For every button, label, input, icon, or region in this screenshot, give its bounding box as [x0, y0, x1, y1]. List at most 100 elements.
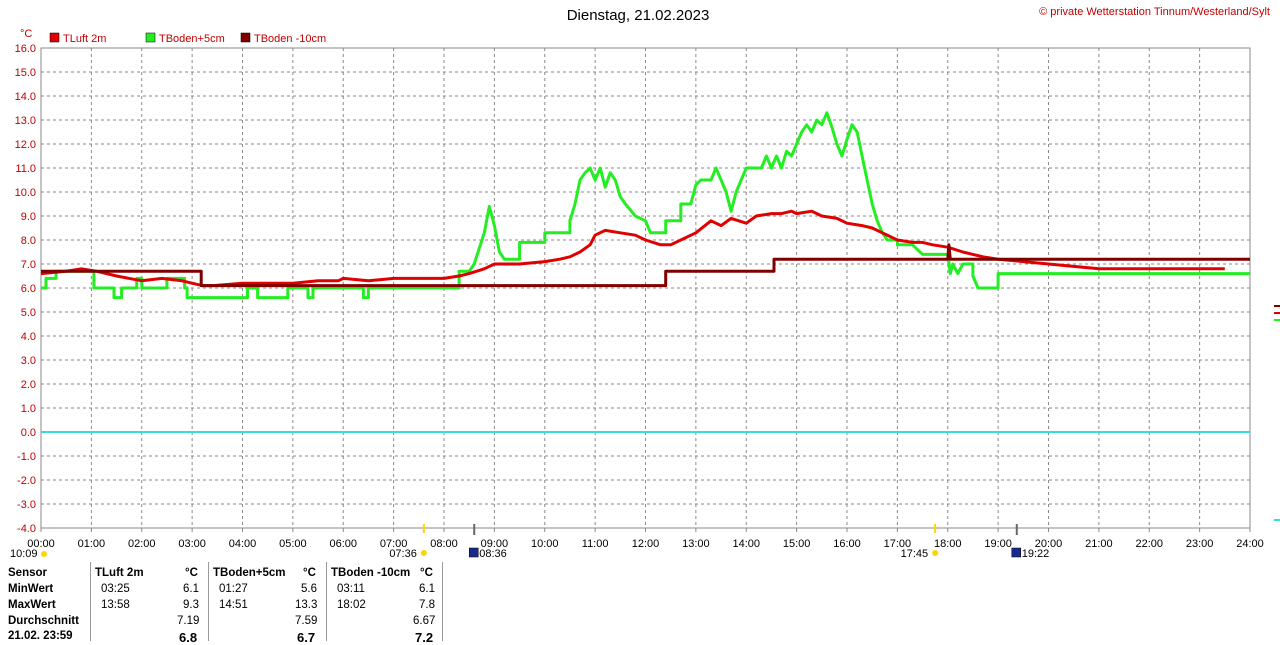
stats-header-unit: °C	[420, 567, 433, 579]
stats-header-unit: °C	[303, 567, 316, 579]
y-tick-label: 15.0	[15, 67, 36, 79]
stats-header-unit: °C	[185, 567, 198, 579]
moon-event-time: 19:22	[1022, 548, 1050, 560]
x-tick-label: 11:00	[582, 538, 609, 550]
stats-cell: 7.59	[295, 615, 318, 627]
y-tick-label: 9.0	[21, 211, 36, 223]
y-axis-unit: °C	[20, 28, 32, 40]
stats-row-label: 21.02. 23:59	[8, 630, 73, 642]
x-tick-label: 19:00	[984, 538, 1012, 550]
stats-cell: 7.8	[419, 599, 435, 611]
stats-cell: 03:25	[101, 583, 130, 595]
y-tick-labels: 16.0 15.0 14.0 13.0 12.0 11.0 10.0 9.0 8.0 7.0 6.0…	[15, 43, 36, 535]
stats-row-label: Durchschnitt	[8, 615, 79, 627]
x-tick-label: 06:00	[329, 538, 357, 550]
x-tick-label: 22:00	[1135, 538, 1163, 550]
series-line-2	[41, 243, 1250, 288]
x-tick-label: 23:00	[1186, 538, 1214, 550]
sun-icon	[41, 551, 47, 557]
x-tick-label: 18:00	[934, 538, 962, 550]
y-tick-label: 2.0	[21, 379, 36, 391]
stats-cell: 7.2	[415, 630, 434, 645]
y-tick-label: 13.0	[15, 115, 36, 127]
stats-row-label: MaxWert	[8, 599, 56, 611]
x-tick-label: 21:00	[1085, 538, 1113, 550]
x-tick-label: 01:00	[78, 538, 106, 550]
stats-cell: 6.1	[183, 583, 199, 595]
y-tick-label: -4.0	[17, 523, 36, 535]
stats-header-sensor: Sensor	[8, 567, 47, 579]
stats-cell: 6.7	[297, 630, 316, 645]
stats-cell: 14:51	[219, 599, 248, 611]
x-tick-label: 17:00	[884, 538, 912, 550]
x-tick-label: 12:00	[632, 538, 660, 550]
y-tick-label: 11.0	[15, 163, 36, 175]
legend: TLuft 2m TBoden+5cm TBoden -10cm	[49, 32, 326, 45]
x-tick-label: 15:00	[783, 538, 811, 550]
chart-series	[40, 111, 1250, 433]
x-tick-label: 08:00	[430, 538, 458, 550]
legend-swatch-tboden5	[145, 32, 156, 43]
temperature-chart: Dienstag, 21.02.2023 © private Wettersta…	[10, 6, 1280, 560]
y-tick-label: 3.0	[21, 355, 36, 367]
x-tick-label: 24:00	[1236, 538, 1264, 550]
y-tick-label: 10.0	[15, 187, 36, 199]
moon-event-time: 08:36	[479, 548, 507, 560]
x-tick-label: 13:00	[682, 538, 710, 550]
stats-cell: 13.3	[295, 599, 318, 611]
copyright-note: © private Wetterstation Tinnum/Westerlan…	[1039, 6, 1270, 18]
chart-grid	[40, 47, 1251, 532]
x-tick-label: 00:00	[27, 538, 55, 550]
y-tick-label: 7.0	[21, 259, 36, 271]
y-tick-label: -1.0	[17, 451, 36, 463]
x-tick-label: 04:00	[229, 538, 257, 550]
stats-cell: 13:58	[101, 599, 130, 611]
legend-swatch-tboden10	[240, 32, 251, 43]
stats-row-label: MinWert	[8, 583, 54, 595]
sun-icon	[420, 550, 427, 556]
legend-label-tluft: TLuft 2m	[63, 33, 106, 45]
legend-label-tboden5: TBoden+5cm	[159, 33, 225, 45]
stats-cell: 9.3	[183, 599, 199, 611]
sun-moon-events: 10:09 07:36 17:45 08:36 19:22	[10, 524, 1049, 560]
x-tick-label: 16:00	[833, 538, 861, 550]
sun-event-time: 07:36	[389, 548, 417, 560]
moon-icon	[468, 547, 479, 558]
y-tick-label: 1.0	[21, 403, 36, 415]
stats-table: Sensor TLuft 2m °C TBoden+5cm °C TBoden …	[0, 562, 445, 645]
x-tick-label: 09:00	[481, 538, 509, 550]
stats-header-tboden5: TBoden+5cm	[213, 567, 286, 579]
stats-cell: 03:11	[337, 583, 365, 595]
y-tick-label: 12.0	[15, 139, 36, 151]
chart-title: Dienstag, 21.02.2023	[567, 7, 710, 24]
y-tick-label: 0.0	[21, 427, 36, 439]
y-tick-label: -3.0	[17, 499, 36, 511]
right-edge-markers	[1274, 305, 1280, 521]
series-line-0	[40, 209, 1225, 288]
x-tick-label: 02:00	[128, 538, 156, 550]
y-tick-label: 14.0	[15, 91, 36, 103]
daylight-duration: 10:09	[10, 548, 38, 560]
y-tick-label: 16.0	[15, 43, 36, 55]
stats-header-tluft: TLuft 2m	[95, 567, 144, 579]
y-tick-label: 4.0	[21, 331, 36, 343]
y-tick-label: 6.0	[21, 283, 36, 295]
x-tick-label: 07:00	[380, 538, 408, 550]
stats-cell: 6.1	[419, 583, 435, 595]
stats-cell: 01:27	[219, 583, 248, 595]
sun-event-time: 17:45	[901, 548, 929, 560]
moon-icon	[1011, 547, 1022, 558]
y-tick-label: -2.0	[17, 475, 36, 487]
legend-label-tboden10: TBoden -10cm	[254, 33, 326, 45]
stats-cell: 7.19	[177, 615, 200, 627]
x-tick-label: 03:00	[178, 538, 206, 550]
x-tick-label: 14:00	[732, 538, 760, 550]
stats-cell: 6.67	[413, 615, 436, 627]
x-tick-label: 20:00	[1035, 538, 1063, 550]
x-tick-label: 10:00	[531, 538, 559, 550]
stats-cell: 5.6	[301, 583, 317, 595]
y-tick-label: 5.0	[21, 307, 36, 319]
y-tick-label: 8.0	[21, 235, 36, 247]
legend-swatch-tluft	[49, 32, 60, 43]
stats-cell: 18:02	[337, 599, 366, 611]
